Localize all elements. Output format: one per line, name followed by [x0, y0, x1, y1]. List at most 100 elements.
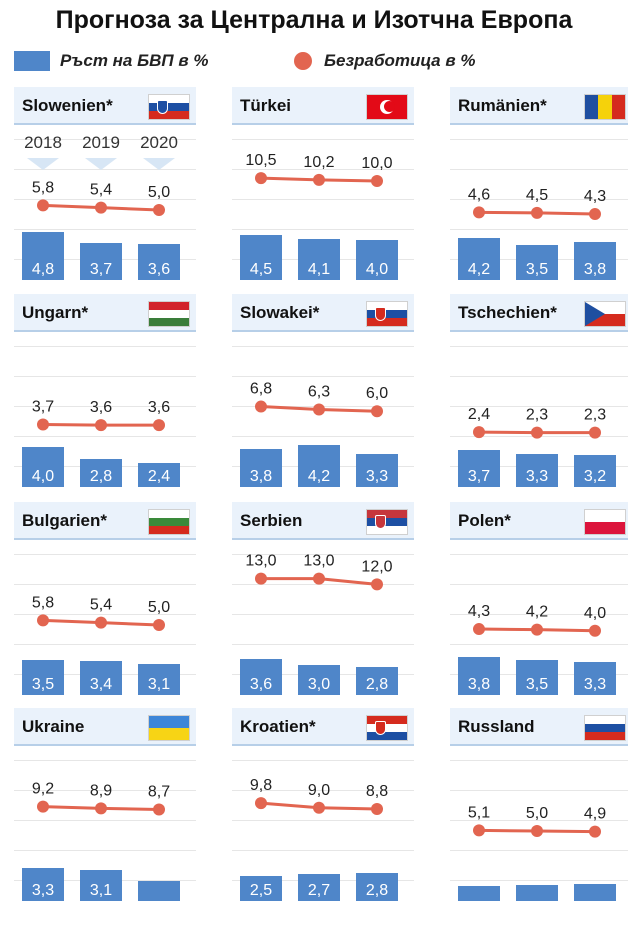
unemployment-value-label: 9,8	[250, 777, 272, 794]
unemployment-point	[313, 572, 325, 585]
gdp-bar	[356, 873, 398, 901]
flag-stripe	[149, 111, 189, 119]
country-name: Russland	[458, 717, 535, 736]
gdp-bar	[240, 449, 282, 487]
grid-line	[14, 436, 196, 437]
gdp-bar	[516, 245, 558, 280]
country-chart: 3,3 3,1 2,0 9,2 8,9 8,7	[22, 781, 180, 901]
grid-line	[232, 584, 414, 585]
grid-line	[450, 820, 628, 821]
flag-stripe	[149, 318, 189, 326]
grid-line	[14, 376, 196, 377]
flag-stripe	[585, 724, 625, 732]
gdp-value-label: 3,1	[148, 676, 170, 693]
unemployment-point	[95, 419, 107, 432]
unemployment-value-label: 4,6	[468, 186, 490, 203]
country-name: Kroatien*	[240, 717, 316, 736]
year-pointer	[143, 158, 175, 170]
country-panel: Serbien 3,6 3,0 2,8 13,0 13,0 12,0	[232, 502, 414, 695]
unemployment-point	[313, 403, 325, 416]
unemployment-point	[589, 426, 601, 439]
unemployment-value-label: 10,0	[361, 155, 392, 172]
flag-emblem	[375, 721, 386, 735]
panel-header: Ungarn*	[14, 294, 196, 332]
unemployment-point	[95, 802, 107, 815]
unemployment-value-label: 5,1	[468, 804, 490, 821]
country-chart: 2,5 2,7 2,8 9,8 9,0 8,8	[240, 777, 398, 901]
gdp-bar	[22, 232, 64, 280]
grid-line	[232, 139, 414, 140]
flag-triangle	[585, 302, 605, 326]
country-chart: 3,6 3,0 2,8 13,0 13,0 12,0	[240, 553, 398, 695]
gdp-bar	[80, 870, 122, 901]
panel-header: Kroatien*	[232, 708, 414, 746]
romania-flag-icon	[584, 94, 626, 120]
gdp-value-label: 3,8	[584, 261, 606, 278]
gdp-bar	[138, 664, 180, 695]
unemployment-point	[589, 208, 601, 221]
grid-line	[14, 790, 196, 791]
country-chart: 4,5 4,1 4,0 10,5 10,2 10,0	[240, 152, 398, 280]
gdp-bar	[138, 881, 180, 901]
year-pointer	[27, 158, 59, 170]
gdp-value-label: 3,3	[32, 882, 54, 899]
year-pointer	[85, 158, 117, 170]
flag-stripe	[149, 510, 189, 518]
country-name: Slowakei*	[240, 303, 320, 322]
unemployment-value-label: 5,4	[90, 182, 112, 199]
panel-plot-area: 3,5 3,4 3,1 5,8 5,4 5,0	[14, 542, 196, 695]
unemployment-value-label: 4,2	[526, 604, 548, 621]
flag-stripe	[149, 302, 189, 310]
grid-line	[232, 760, 414, 761]
panel-plot-area: 1,5 1,6 1,7 5,1 5,0 4,9	[450, 748, 628, 901]
flag-stripe	[367, 318, 407, 326]
gdp-bar	[298, 445, 340, 487]
panel-header: Polen*	[450, 502, 628, 540]
grid-line	[232, 376, 414, 377]
grid-line	[14, 644, 196, 645]
country-name: Türkei	[240, 96, 292, 115]
unemployment-point	[95, 201, 107, 214]
unemployment-point	[313, 801, 325, 814]
unemployment-point	[255, 797, 267, 810]
flag-stripe	[367, 732, 407, 740]
unemployment-value-label: 3,7	[32, 399, 54, 416]
unemployment-point	[313, 173, 325, 186]
country-chart: 4,2 3,5 3,8 4,6 4,5 4,3	[458, 186, 616, 280]
unemployment-point	[371, 405, 383, 418]
country-name: Ungarn*	[22, 303, 89, 322]
gdp-value-label: 3,7	[90, 261, 112, 278]
gdp-bar	[240, 876, 282, 901]
country-chart: 3,7 3,3 3,2 2,4 2,3 2,3	[458, 406, 616, 487]
year-label: 2018	[24, 133, 62, 152]
gdp-value-label: 2,0	[148, 860, 170, 877]
unemployment-point	[473, 206, 485, 219]
country-chart: 4,0 2,8 2,4 3,7 3,6 3,6	[22, 399, 180, 487]
flag-stripe	[585, 716, 625, 724]
gdp-bar	[80, 661, 122, 695]
gdp-bar	[22, 660, 64, 695]
country-panel: Tschechien* 3,7 3,3 3,2 2,4 2,3 2,3	[450, 294, 628, 487]
gdp-value-label: 1,7	[584, 863, 606, 880]
hungary-flag-icon	[148, 301, 190, 327]
unemployment-point	[153, 419, 165, 432]
grid-line	[450, 880, 628, 881]
grid-line	[232, 436, 414, 437]
gdp-value-label: 4,5	[250, 261, 272, 278]
gdp-bar	[516, 660, 558, 695]
gdp-value-label: 4,2	[468, 261, 490, 278]
unemployment-value-label: 4,0	[584, 605, 606, 622]
legend-unemployment-label: Безработица в %	[324, 51, 476, 70]
country-name: Rumänien*	[458, 96, 547, 115]
unemployment-point	[531, 623, 543, 636]
gdp-value-label: 3,3	[584, 676, 606, 693]
unemployment-value-label: 6,8	[250, 381, 272, 398]
gdp-bar	[80, 459, 122, 487]
unemployment-value-label: 3,6	[90, 399, 112, 416]
gdp-value-label: 3,2	[584, 468, 606, 485]
panel-plot-area: 4,5 4,1 4,0 10,5 10,2 10,0	[232, 127, 414, 280]
panel-plot-area: 3,7 3,3 3,2 2,4 2,3 2,3	[450, 334, 628, 487]
czechia-flag-icon	[584, 301, 626, 327]
unemployment-point	[37, 418, 49, 431]
gdp-value-label: 4,2	[308, 468, 330, 485]
